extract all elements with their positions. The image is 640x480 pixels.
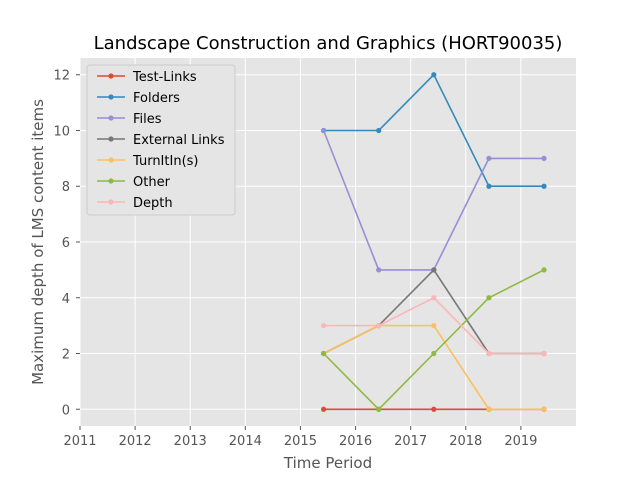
series-depth	[320, 295, 547, 357]
data-point	[486, 295, 492, 301]
x-axis-ticks: 2011 2012 2013 2014 2015 2016 2017 2018 2019	[63, 426, 537, 449]
legend-marker	[108, 94, 114, 100]
legend-label: Depth	[133, 196, 173, 211]
chart-title: Landscape Construction and Graphics (HOR…	[94, 33, 563, 54]
legend-marker	[108, 199, 114, 205]
data-point	[376, 267, 382, 273]
data-point	[431, 295, 437, 301]
data-point	[541, 155, 547, 161]
x-tick-label: 2013	[174, 434, 207, 449]
y-tick-label: 4	[62, 292, 70, 307]
y-tick-label: 12	[53, 69, 70, 84]
data-point	[541, 406, 547, 412]
x-tick-label: 2015	[284, 434, 317, 449]
x-tick-label: 2018	[449, 434, 482, 449]
x-tick-label: 2016	[339, 434, 372, 449]
y-tick-label: 2	[62, 348, 70, 363]
data-point	[431, 350, 437, 357]
data-point	[486, 155, 492, 161]
legend-label: Files	[133, 112, 162, 127]
data-point	[431, 267, 437, 273]
data-point	[541, 350, 547, 357]
series-group	[320, 72, 547, 412]
legend-label: External Links	[133, 133, 225, 148]
data-point	[541, 183, 547, 189]
legend-label: TurnItIn(s)	[132, 154, 198, 169]
data-point	[486, 406, 492, 412]
legend-label: Test-Links	[132, 70, 197, 85]
x-tick-label: 2012	[119, 434, 152, 449]
data-point	[431, 406, 437, 412]
x-tick-label: 2019	[504, 434, 537, 449]
y-tick-label: 8	[62, 180, 70, 195]
x-tick-label: 2014	[229, 434, 262, 449]
legend-marker	[108, 136, 114, 142]
legend-label: Other	[133, 175, 171, 190]
data-point	[320, 127, 327, 134]
legend-marker	[108, 178, 114, 184]
data-point	[431, 72, 437, 78]
data-point	[320, 406, 327, 412]
data-point	[376, 127, 382, 134]
series-other	[320, 267, 547, 412]
data-point	[431, 323, 437, 329]
data-point	[320, 350, 327, 357]
data-point	[486, 183, 492, 189]
x-tick-label: 2017	[394, 434, 427, 449]
data-point	[541, 267, 547, 273]
data-point	[320, 323, 327, 329]
legend-marker	[108, 115, 114, 121]
y-tick-label: 10	[53, 124, 70, 139]
y-tick-label: 6	[62, 236, 70, 251]
y-tick-label: 0	[62, 403, 70, 418]
y-axis-ticks: 0 2 4 6 8 10 12	[53, 69, 80, 418]
legend-marker	[108, 73, 114, 79]
data-point	[376, 323, 382, 329]
legend-marker	[108, 157, 114, 163]
data-point	[376, 406, 382, 412]
y-axis-label: Maximum depth of LMS content items	[29, 99, 47, 385]
data-point	[486, 350, 492, 357]
legend-box	[86, 64, 236, 216]
x-tick-label: 2011	[63, 434, 96, 449]
x-axis-label: Time Period	[283, 454, 372, 472]
legend-label: Folders	[133, 91, 180, 106]
legend: Test-Links Folders Files External Links Turn…	[86, 64, 236, 216]
